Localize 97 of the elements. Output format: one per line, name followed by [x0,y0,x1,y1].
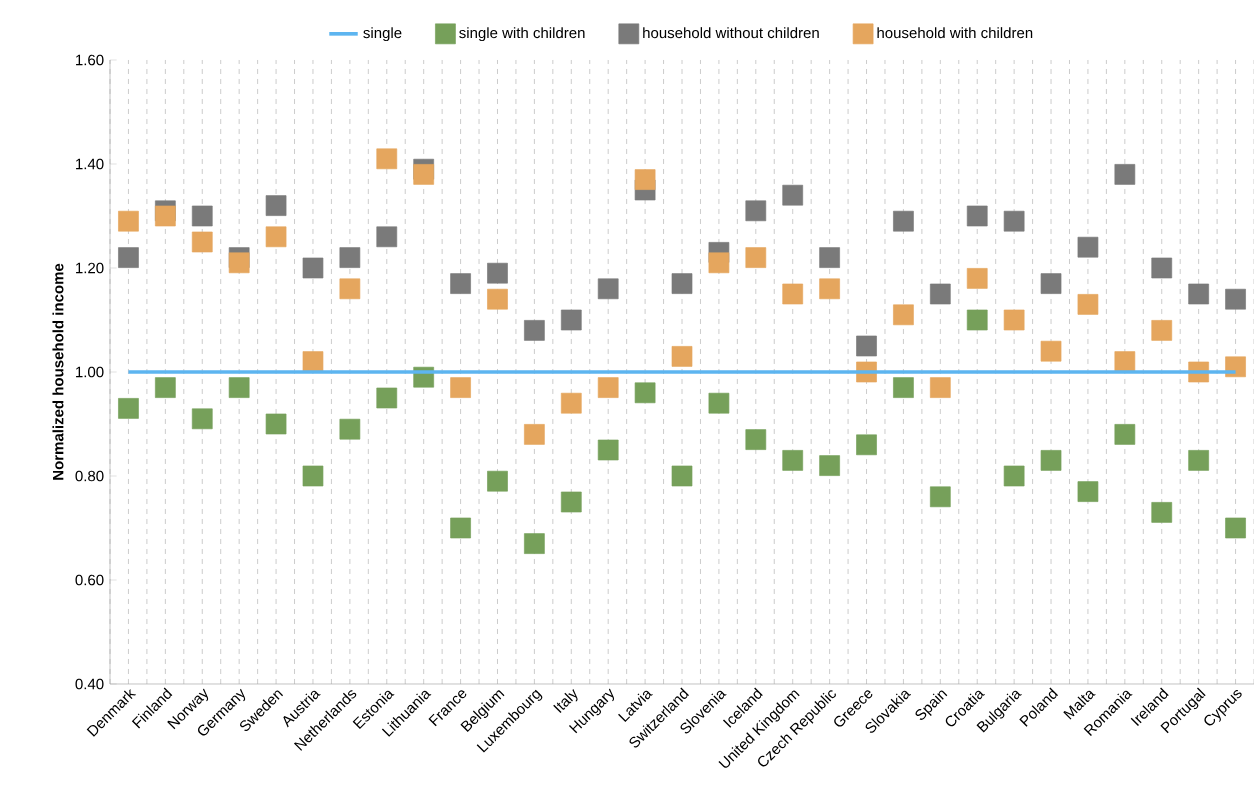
y-tick-label: 1.40 [76,158,104,170]
point [782,283,804,305]
point [1040,450,1062,471]
point [1077,236,1099,258]
y-tick-label: 0.60 [75,574,104,586]
point [929,486,951,508]
point [856,335,877,357]
point [487,470,508,492]
legend-label: household with children [877,27,1033,39]
point [376,226,398,248]
point [671,273,693,294]
point [302,257,324,279]
point [228,252,250,274]
point [745,429,767,450]
point [1188,450,1209,471]
point [966,205,988,227]
point [118,247,139,268]
point [929,377,951,398]
point [302,465,324,487]
point [302,351,324,372]
point [1151,502,1173,523]
point [893,377,914,398]
point [1188,283,1209,305]
point [1003,210,1025,232]
point [745,200,767,222]
legend-label: household without children [643,27,819,39]
point [1077,481,1099,502]
point [1114,424,1136,445]
point [155,377,176,398]
point [1040,273,1062,294]
point [1003,309,1025,331]
legend-label: single [363,27,402,42]
point [819,278,840,300]
point [376,387,398,409]
y-tick-label: 0.40 [75,678,104,690]
point [597,439,619,461]
point [191,408,213,430]
point [819,247,840,268]
point [856,434,877,456]
legend-label: single with children [459,27,585,42]
point [819,455,840,476]
point [118,398,139,419]
point [782,184,804,206]
point [524,320,545,341]
point [339,418,361,440]
point [560,309,582,331]
y-axis-title: Normalized household income [52,263,64,480]
point [597,377,619,398]
point [1114,164,1136,185]
point [1225,356,1246,378]
point [634,169,656,190]
point [597,278,619,300]
point [376,148,398,170]
point [155,205,176,227]
point [118,210,139,232]
point [1040,340,1062,362]
point [1077,294,1099,315]
point [893,304,914,326]
point [1003,465,1025,487]
y-tick-label: 1.00 [76,366,104,378]
point [708,392,730,414]
point [487,262,508,284]
y-tick-label: 0.80 [75,470,104,482]
point [339,247,361,268]
point [191,205,213,227]
point [1225,288,1246,310]
point [487,288,508,310]
point [560,392,582,414]
point [929,283,951,305]
point [966,309,988,331]
point [708,252,730,274]
point [265,195,287,216]
point [450,273,471,294]
y-tick-label: 1.20 [76,262,104,274]
y-tick-label: 1.60 [76,54,104,66]
point [782,450,804,471]
point [265,226,287,248]
point [450,517,471,539]
point [524,533,545,554]
point [413,164,435,185]
point [450,377,471,398]
point [966,268,988,289]
point [1151,320,1173,341]
point [339,278,361,300]
point [191,231,213,253]
point [228,377,250,398]
point [560,491,582,513]
point [1225,517,1246,539]
point [893,210,914,232]
point [265,413,287,435]
point [671,346,693,367]
point [524,424,545,445]
point [634,382,656,404]
point [1151,257,1173,279]
point [1114,351,1136,372]
point [745,247,767,268]
point [671,465,693,487]
